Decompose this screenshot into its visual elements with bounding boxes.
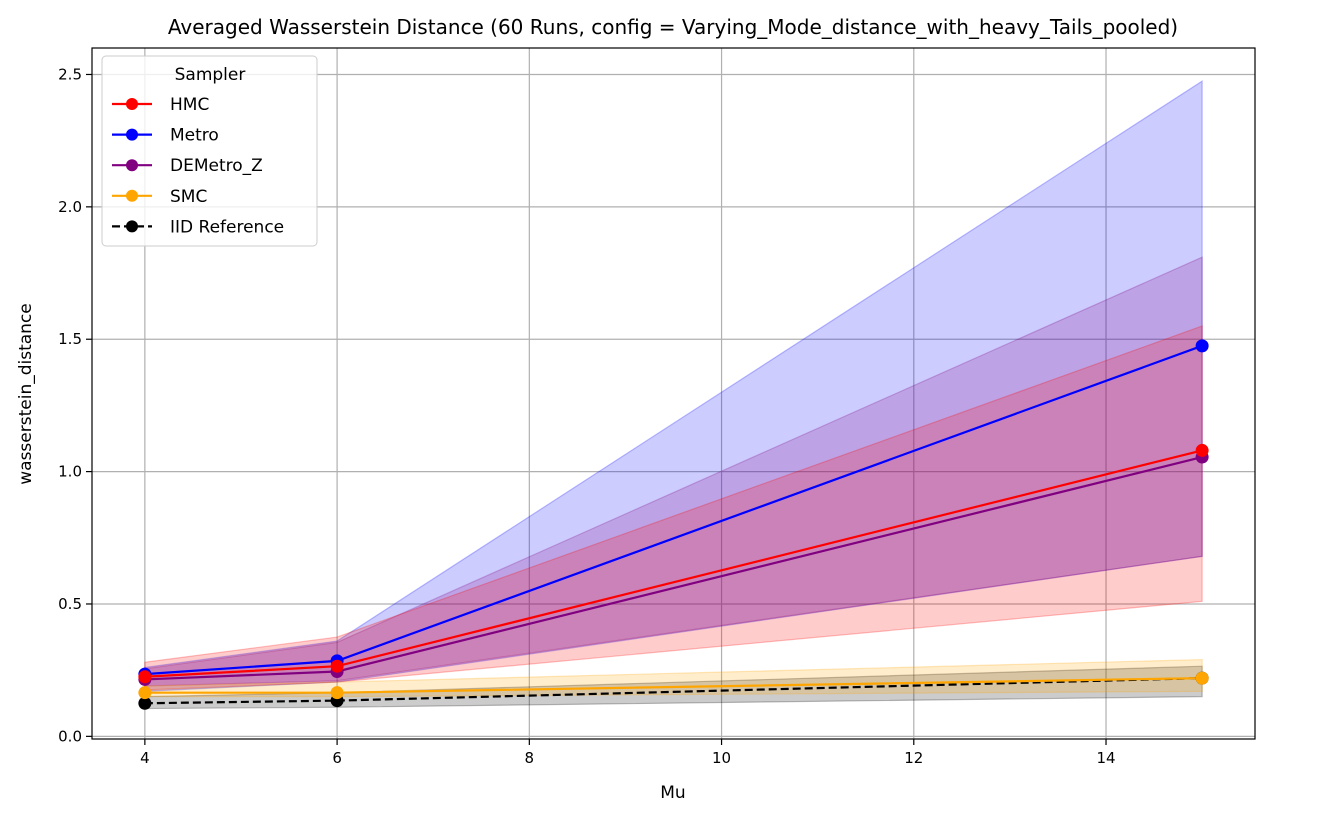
y-tick-label: 0.5 (58, 595, 82, 613)
point-smc (1195, 671, 1209, 685)
y-tick-label: 1.5 (58, 330, 82, 348)
legend-label: SMC (170, 187, 207, 207)
axis-ticks: 4 6 8 10 12 14 0.0 0.5 1.0 1.5 2.0 2.5 (58, 65, 1115, 767)
series-points (138, 339, 1209, 710)
legend-marker (126, 128, 138, 141)
x-tick-label: 14 (1096, 749, 1115, 767)
legend-items: HMC Metro DEMetro_Z SMC IID Reference (112, 95, 284, 237)
confidence-bands (144, 79, 1203, 710)
legend-box (101, 55, 318, 247)
x-tick-label: 12 (904, 749, 923, 767)
legend-item-smc: SMC (112, 187, 207, 207)
y-tick-label: 1.0 (58, 463, 82, 481)
legend-item-metro: Metro (112, 126, 219, 146)
legend-label: Metro (170, 126, 219, 146)
grid (92, 48, 1255, 739)
x-tick-label: 4 (140, 749, 150, 767)
legend: Sampler HMC Metro DEMetro_Z SMC IID Referenc… (101, 55, 318, 247)
legend-marker (126, 220, 138, 233)
legend-marker (126, 189, 138, 202)
point-hmc (138, 670, 152, 684)
chart-title: Averaged Wasserstein Distance (60 Runs, … (168, 15, 1178, 39)
legend-marker (126, 159, 138, 172)
point-hmc (330, 659, 344, 673)
legend-item-demetro-z: DEMetro_Z (112, 156, 263, 176)
y-tick-label: 2.0 (58, 198, 82, 216)
x-axis-label: Mu (660, 783, 685, 803)
plot-frame (91, 47, 1256, 740)
x-tick-label: 8 (525, 749, 535, 767)
band-demetro-z (144, 256, 1203, 687)
point-hmc (1195, 443, 1209, 457)
legend-title: Sampler (175, 65, 246, 85)
x-tick-label: 10 (712, 749, 731, 767)
point-smc (138, 686, 152, 700)
y-tick-label: 0.0 (58, 727, 82, 745)
point-metro (1195, 339, 1209, 353)
point-smc (330, 686, 344, 700)
legend-item-iid-reference: IID Reference (112, 217, 284, 237)
legend-label: IID Reference (170, 217, 284, 237)
y-axis-label: wasserstein_distance (16, 303, 36, 485)
y-tick-label: 2.5 (58, 65, 82, 83)
legend-label: HMC (170, 95, 209, 115)
x-tick-label: 6 (332, 749, 342, 767)
legend-item-hmc: HMC (112, 95, 209, 115)
legend-label: DEMetro_Z (170, 156, 263, 176)
point-iid-reference (138, 696, 152, 710)
legend-marker (126, 98, 138, 110)
